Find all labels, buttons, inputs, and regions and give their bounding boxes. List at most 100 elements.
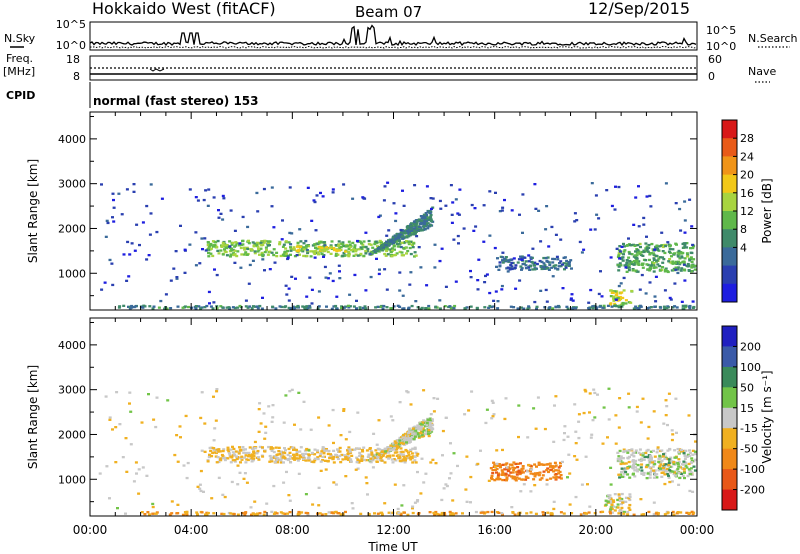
- scatter-cell: [628, 508, 632, 511]
- scatter-cell: [417, 220, 421, 223]
- scatter-cell: [273, 461, 277, 464]
- scatter-cell: [568, 472, 572, 475]
- scatter-cell: [410, 452, 414, 455]
- scatter-cell: [630, 253, 634, 256]
- scatter-cell: [408, 439, 412, 442]
- scatter-cell: [362, 458, 366, 462]
- scatter-cell: [275, 458, 279, 462]
- scatter-cell: [588, 392, 592, 395]
- scatter-cell: [257, 456, 260, 459]
- scatter-cell: [454, 280, 458, 283]
- scatter-cell: [127, 275, 131, 278]
- scatter-cell: [197, 305, 201, 308]
- scatter-cell: [566, 476, 569, 479]
- scatter-cell: [594, 194, 598, 197]
- scatter-cell: [400, 241, 404, 244]
- scatter-cell: [302, 400, 306, 403]
- scatter-cell: [230, 247, 233, 250]
- scatter-cell: [450, 221, 454, 224]
- scatter-cell: [689, 467, 693, 470]
- scatter-cell: [271, 404, 275, 407]
- scatter-cell: [431, 458, 435, 461]
- scatter-cell: [324, 276, 328, 279]
- scatter-cell: [632, 260, 636, 263]
- scatter-cell: [356, 239, 359, 243]
- scatter-cell: [360, 242, 363, 245]
- scatter-cell: [286, 256, 290, 259]
- scatter-cell: [667, 465, 671, 468]
- scatter-cell: [393, 234, 397, 237]
- scatter-cell: [648, 476, 652, 479]
- scatter-cell: [662, 305, 666, 308]
- scatter-cell: [261, 455, 265, 458]
- scatter-cell: [364, 289, 368, 292]
- scatter-cell: [235, 455, 238, 458]
- scatter-cell: [272, 455, 276, 458]
- scatter-cell: [521, 262, 525, 266]
- scatter-cell: [534, 427, 538, 430]
- scatter-cell: [500, 284, 504, 288]
- scatter-cell: [591, 305, 595, 308]
- scatter-cell: [175, 277, 179, 280]
- scatter-cell: [496, 307, 500, 310]
- scatter-cell: [509, 305, 513, 308]
- scatter-cell: [671, 248, 675, 251]
- scatter-cell: [378, 214, 382, 217]
- scatter-cell: [333, 248, 336, 252]
- scatter-cell: [256, 307, 260, 310]
- scatter-cell: [440, 498, 444, 502]
- scatter-cell: [410, 243, 414, 246]
- scatter-cell: [625, 259, 629, 262]
- scatter-cell: [98, 472, 102, 475]
- scatter-cell: [364, 249, 368, 253]
- scatter-cell: [484, 421, 488, 425]
- scatter-cell: [221, 241, 225, 245]
- scatter-cell: [635, 256, 639, 260]
- scatter-cell: [599, 510, 603, 514]
- scatter-cell: [291, 457, 295, 460]
- scatter-cell: [556, 305, 560, 308]
- scatter-cell: [672, 472, 676, 476]
- scatter-cell: [610, 511, 614, 514]
- scatter-cell: [229, 255, 232, 258]
- scatter-cell: [647, 459, 651, 462]
- scatter-cell: [272, 248, 276, 251]
- scatter-cell: [680, 256, 684, 259]
- scatter-cell: [650, 469, 654, 472]
- scatter-cell: [541, 474, 545, 477]
- scatter-cell: [492, 299, 496, 302]
- scatter-cell: [213, 244, 217, 247]
- colorbar-segment: [722, 326, 737, 347]
- scatter-cell: [587, 301, 591, 304]
- scatter-cell: [420, 433, 424, 437]
- scatter-cell: [422, 221, 426, 224]
- scatter-cell: [688, 451, 692, 455]
- scatter-cell: [648, 281, 652, 284]
- scatter-cell: [395, 240, 399, 243]
- scatter-cell: [287, 447, 291, 451]
- scatter-cell: [635, 254, 639, 257]
- scatter-cell: [210, 247, 213, 250]
- scatter-cell: [253, 513, 257, 516]
- scatter-cell: [666, 449, 670, 452]
- scatter-cell: [618, 497, 622, 500]
- scatter-cell: [173, 453, 177, 457]
- scatter-cell: [678, 263, 682, 266]
- scatter-cell: [344, 475, 348, 478]
- colorbar-segment: [722, 229, 737, 248]
- scatter-cell: [238, 242, 242, 245]
- scatter-cell: [223, 495, 227, 499]
- scatter-cell: [357, 248, 361, 251]
- scatter-cell: [430, 220, 433, 223]
- colorbar-segment: [722, 174, 737, 194]
- scatter-cell: [423, 228, 427, 231]
- scatter-cell: [652, 469, 656, 472]
- scatter-cell: [240, 455, 244, 458]
- scatter-cell: [270, 510, 274, 513]
- scatter-cell: [580, 483, 584, 486]
- scatter-cell: [304, 452, 308, 455]
- scatter-cell: [622, 462, 626, 465]
- scatter-cell: [425, 219, 429, 223]
- scatter-cell: [183, 271, 187, 274]
- scatter-cell: [247, 454, 251, 457]
